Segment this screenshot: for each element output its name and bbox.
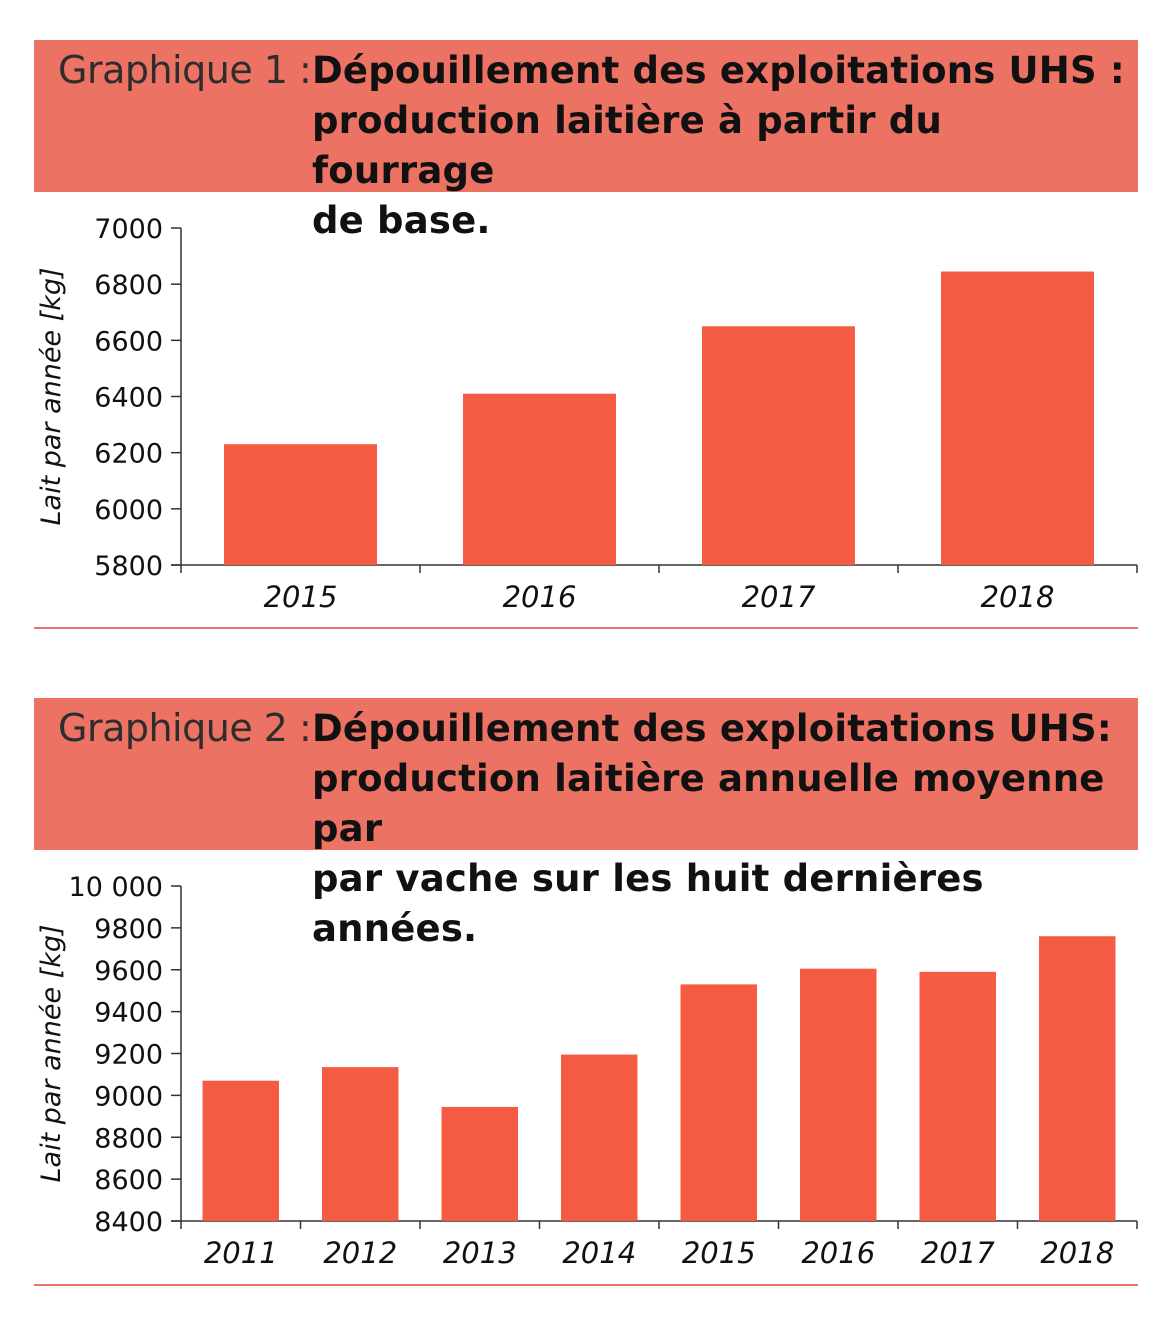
chart1-plot: 5800 6000 6200 6400 6600 6800 7000 2015 2016 2017… (36, 214, 1138, 614)
chart1-bar-2016 (463, 393, 616, 565)
chart2-bar-2018 (1039, 936, 1116, 1221)
chart2-category-label: 2014 (562, 1236, 636, 1270)
chart2-category-label: 2013 (443, 1236, 517, 1270)
chart2-category-label: 2018 (1040, 1236, 1114, 1270)
chart2-y-tick-label: 10 000 (69, 872, 163, 903)
chart2-y-tick-label: 9600 (94, 956, 163, 987)
chart1-title: Dépouillement des exploitations UHS : pr… (312, 46, 1132, 246)
chart1-title-line: Dépouillement des exploitations UHS : (312, 49, 1125, 92)
chart2-y-tick-label: 9000 (94, 1081, 163, 1112)
chart1-y-tick-label: 6800 (94, 270, 163, 301)
chart1-bar-2018 (941, 271, 1094, 565)
chart1-category-label: 2015 (264, 580, 338, 614)
chart2-category-label: 2017 (921, 1236, 995, 1270)
chart2-title-line: production laitière annuelle moyenne par (312, 757, 1105, 850)
chart2-bar-2013 (441, 1106, 518, 1221)
chart2-bar-2012 (322, 1067, 399, 1221)
chart1-y-tick-label: 6600 (94, 326, 163, 357)
chart1-category-label: 2018 (981, 580, 1055, 614)
chart1-y-tick-label: 5800 (94, 551, 163, 582)
chart1-label: Graphique 1 : (58, 48, 312, 92)
chart2-bar-2016 (800, 968, 877, 1221)
chart2-y-axis-title: Lait par année [kg] (36, 924, 67, 1182)
chart2-title-line: Dépouillement des exploitations UHS: (312, 707, 1112, 750)
chart2-y-tick-label: 9800 (94, 914, 163, 945)
chart2-y-tick-label: 8600 (94, 1165, 163, 1196)
chart2-label: Graphique 2 : (58, 706, 312, 750)
chart1-y-tick-label: 7000 (94, 214, 163, 245)
chart1-category-label: 2016 (503, 580, 577, 614)
chart2-title-line: par vache sur les huit dernières années. (312, 857, 984, 950)
chart2-category-label: 2012 (323, 1236, 397, 1270)
chart2-bar-2015 (680, 984, 757, 1221)
chart2-separator (34, 1284, 1138, 1286)
chart1-header: Graphique 1 : Dépouillement des exploita… (34, 40, 1138, 242)
chart1-y-axis-title: Lait par année [kg] (36, 267, 67, 525)
chart2-y-tick-label: 9400 (94, 998, 163, 1029)
chart1-category-label: 2017 (742, 580, 816, 614)
chart2-y-tick-label: 8400 (94, 1207, 163, 1238)
chart1-y-tick-label: 6200 (94, 439, 163, 470)
chart2-title: Dépouillement des exploitations UHS: pro… (312, 704, 1132, 954)
chart2-y-tick-label: 8800 (94, 1123, 163, 1154)
chart1-y-tick-label: 6000 (94, 495, 163, 526)
chart2-header: Graphique 2 : Dépouillement des exploita… (34, 698, 1138, 950)
chart2-bar-2017 (919, 971, 996, 1221)
chart2-category-label: 2011 (204, 1236, 278, 1270)
chart2-category-label: 2015 (682, 1236, 756, 1270)
chart1-bar-2015 (224, 444, 377, 565)
chart1-separator (34, 627, 1138, 629)
chart2-bar-2014 (561, 1054, 638, 1221)
chart1-bar-2017 (702, 326, 855, 565)
chart2-plot: 8400 8600 8800 9000 9200 9400 9600 9800 10 000 20… (36, 872, 1138, 1270)
chart2-y-tick-label: 9200 (94, 1040, 163, 1071)
chart2-bar-2011 (202, 1080, 279, 1221)
chart1-title-line: de base. (312, 199, 491, 242)
chart1-title-line: production laitière à partir du fourrage (312, 99, 943, 192)
chart2-category-label: 2016 (801, 1236, 875, 1270)
chart1-y-tick-label: 6400 (94, 383, 163, 414)
